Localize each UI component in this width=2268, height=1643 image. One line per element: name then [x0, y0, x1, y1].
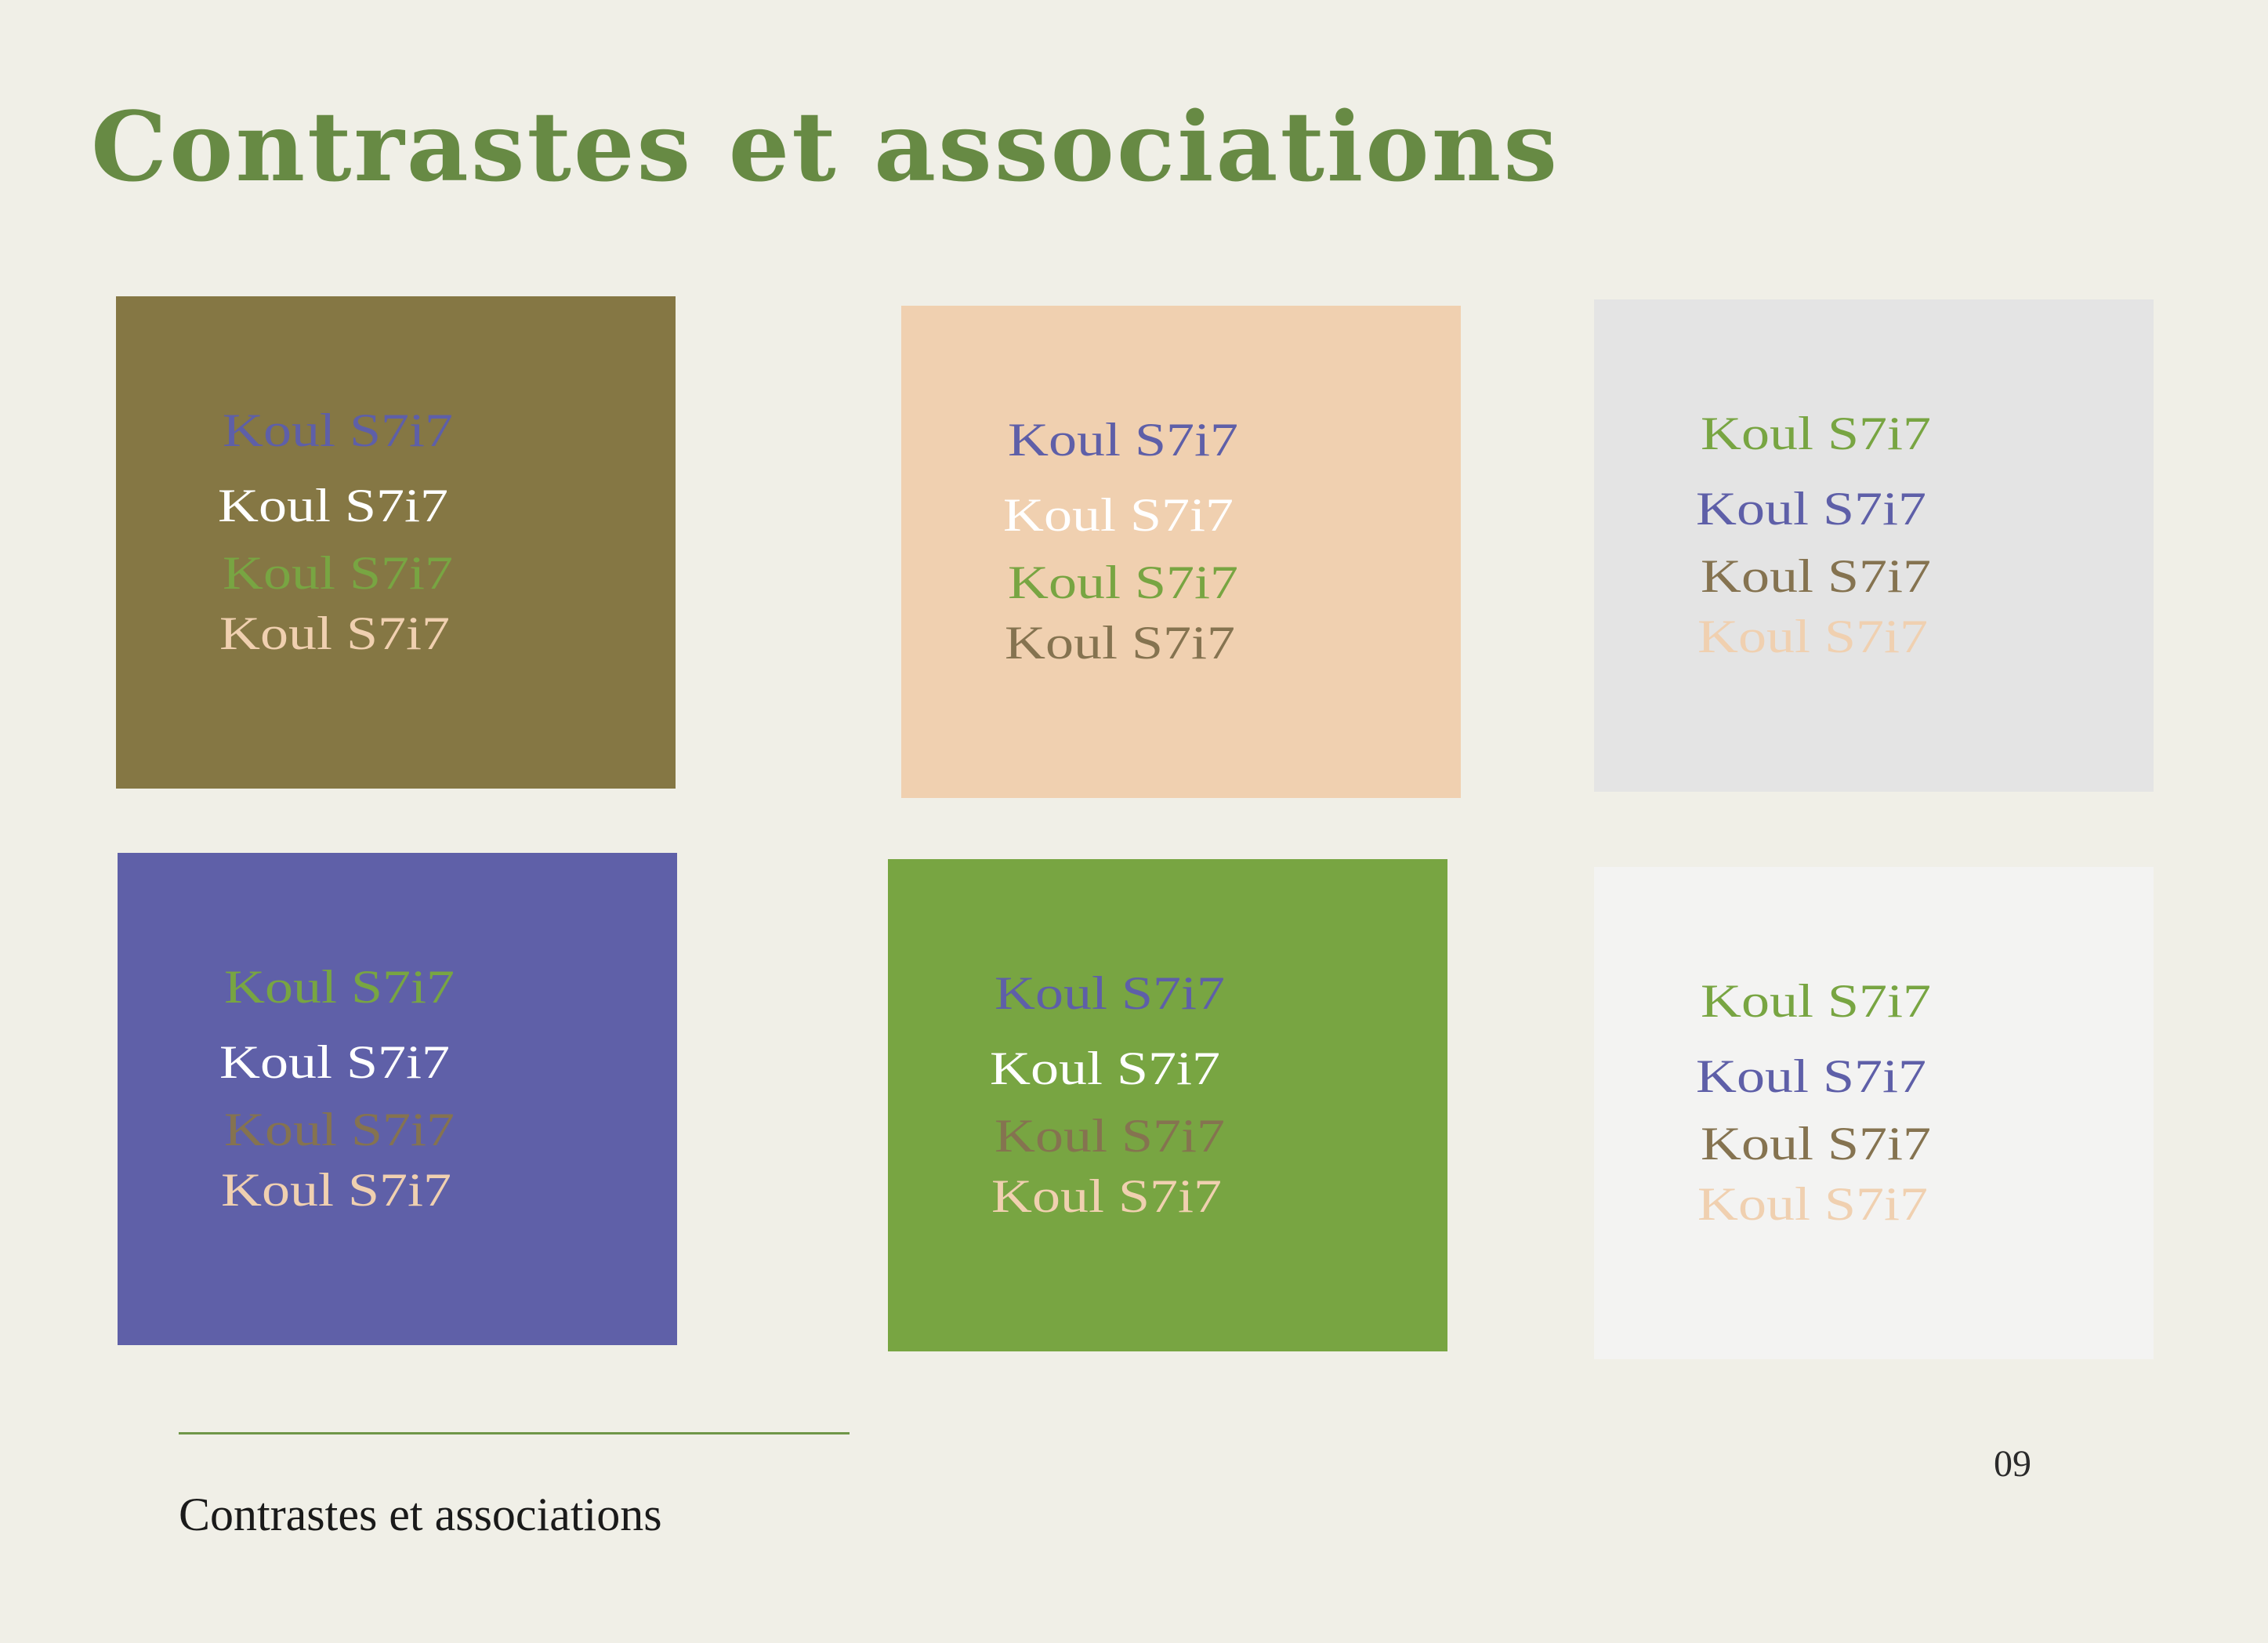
sample-text: Koul S7i7 [1697, 1178, 1929, 1230]
sample-text: Koul S7i7 [990, 1043, 1221, 1094]
sample-text: Koul S7i7 [224, 961, 455, 1013]
sample-text: Koul S7i7 [995, 1110, 1226, 1162]
sample-text: Koul S7i7 [223, 404, 454, 456]
sample-text: Koul S7i7 [221, 1164, 452, 1216]
page-number: 09 [1994, 1443, 2031, 1485]
footer-title: Contrastes et associations [179, 1489, 662, 1540]
sample-text: Koul S7i7 [1003, 489, 1234, 541]
sample-text: Koul S7i7 [1701, 1118, 1932, 1170]
swatch-light-gray: Koul S7i7 Koul S7i7 Koul S7i7 Koul S7i7 [1594, 299, 2154, 792]
swatch-peach: Koul S7i7 Koul S7i7 Koul S7i7 Koul S7i7 [901, 306, 1461, 798]
sample-text: Koul S7i7 [1008, 557, 1239, 608]
sample-text: Koul S7i7 [218, 480, 449, 531]
footer-divider [179, 1432, 850, 1434]
sample-text: Koul S7i7 [224, 1104, 455, 1155]
sample-text: Koul S7i7 [1701, 550, 1932, 602]
sample-text: Koul S7i7 [1008, 414, 1239, 466]
sample-text: Koul S7i7 [1701, 408, 1932, 459]
sample-text: Koul S7i7 [219, 608, 451, 659]
sample-text: Koul S7i7 [1701, 975, 1932, 1027]
page-title: Contrastes et associations [91, 90, 1560, 203]
swatch-off-white: Koul S7i7 Koul S7i7 Koul S7i7 Koul S7i7 [1594, 867, 2154, 1359]
sample-text: Koul S7i7 [1005, 617, 1236, 669]
sample-text: Koul S7i7 [995, 967, 1226, 1019]
sample-text: Koul S7i7 [219, 1036, 451, 1088]
sample-text: Koul S7i7 [991, 1170, 1223, 1222]
sample-text: Koul S7i7 [1696, 1050, 1927, 1102]
swatch-green: Koul S7i7 Koul S7i7 Koul S7i7 Koul S7i7 [888, 859, 1447, 1351]
sample-text: Koul S7i7 [223, 547, 454, 599]
swatch-olive: Koul S7i7 Koul S7i7 Koul S7i7 Koul S7i7 [116, 296, 676, 789]
sample-text: Koul S7i7 [1696, 483, 1927, 535]
swatch-indigo: Koul S7i7 Koul S7i7 Koul S7i7 Koul S7i7 [118, 853, 677, 1345]
sample-text: Koul S7i7 [1697, 611, 1929, 662]
